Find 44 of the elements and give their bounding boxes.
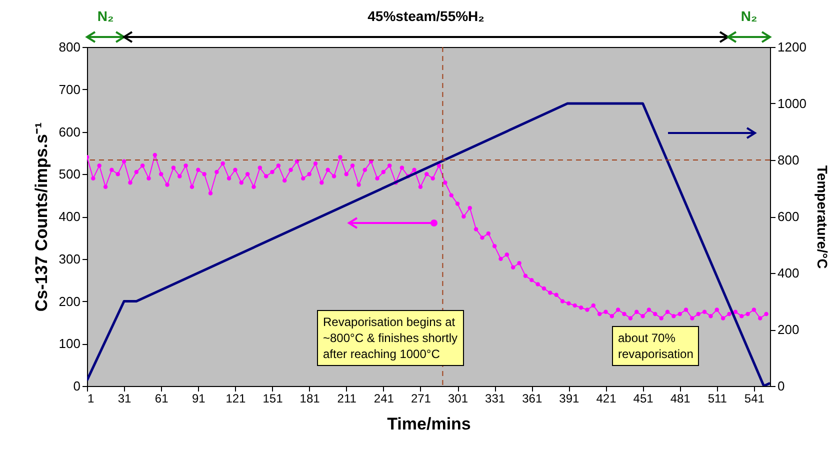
- x-tick-label: 211: [337, 392, 357, 406]
- y2-tick-label: 1000: [778, 96, 806, 111]
- y2-tick-label: 0: [778, 378, 785, 394]
- annotation: about 70% revaporisation: [612, 326, 700, 366]
- x-tick-label: 391: [559, 392, 580, 406]
- y-tick-label: 500: [58, 166, 80, 182]
- y-tick-label: 0: [73, 378, 80, 394]
- x-tick-label: 61: [154, 392, 169, 406]
- x-tick-label: 121: [226, 392, 246, 406]
- y-tick-label: 800: [58, 40, 80, 54]
- y-tick-label: 300: [58, 251, 80, 266]
- y2-tick-label: 400: [778, 266, 800, 280]
- x-tick-label: 181: [300, 392, 320, 406]
- x-axis-title: Time/mins: [387, 414, 471, 434]
- text: N₂: [97, 8, 114, 24]
- x-tick-label: 1: [88, 392, 94, 406]
- y-tick-label: 100: [58, 336, 80, 352]
- annotation: Revaporisation begins at ~800°C & finishes shortly after reaching 1000°C: [317, 310, 464, 366]
- x-tick-label: 451: [633, 392, 654, 406]
- x-tick-label: 331: [485, 392, 506, 406]
- x-tick-label: 301: [448, 392, 468, 406]
- x-tick-label: 541: [744, 392, 765, 406]
- x-tick-label: 241: [374, 392, 394, 406]
- y2-tick-label: 600: [778, 209, 800, 224]
- x-tick-label: 91: [192, 392, 206, 406]
- y-tick-label: 400: [58, 209, 80, 224]
- y2-axis-title: Temperature/°C: [814, 165, 830, 269]
- text: N₂: [740, 8, 758, 24]
- y-tick-label: 200: [58, 294, 80, 309]
- x-tick-label: 271: [410, 392, 432, 406]
- line-series: [87, 102, 770, 386]
- x-tick-label: 31: [118, 392, 132, 406]
- y-tick-label: 700: [58, 82, 80, 97]
- x-tick-label: 361: [522, 392, 542, 406]
- y-axis-title: Cs-137 Counts/imps.s⁻¹: [32, 122, 51, 312]
- y2-tick-label: 200: [778, 322, 800, 337]
- y-tick-label: 600: [58, 124, 80, 140]
- text: 45%steam/55%H₂: [368, 8, 484, 24]
- x-tick-label: 511: [708, 392, 728, 406]
- y2-tick-label: 800: [778, 152, 800, 168]
- x-tick-label: 151: [262, 392, 284, 406]
- y2-tick-label: 1200: [778, 40, 806, 54]
- x-tick-label: 421: [596, 392, 617, 406]
- x-tick-label: 481: [670, 392, 691, 406]
